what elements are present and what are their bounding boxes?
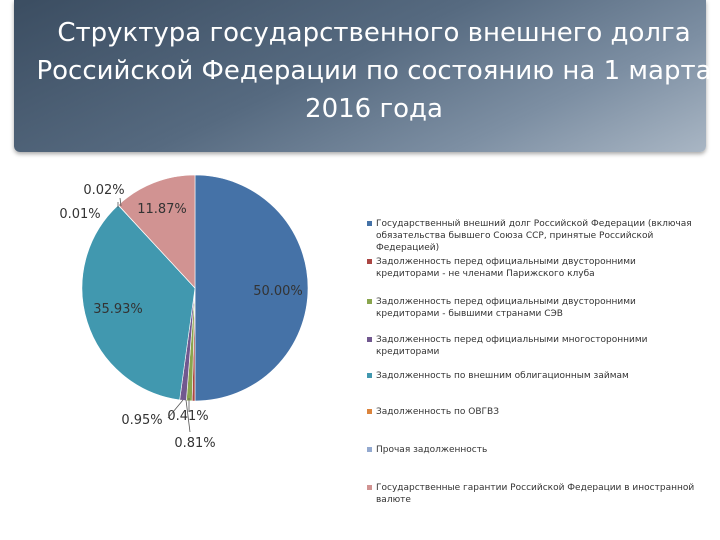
- legend-label: Государственные гарантии Российской Феде…: [376, 483, 695, 505]
- legend-label: Задолженность перед официальными двустор…: [376, 297, 636, 319]
- legend-item-2: Задолженность перед официальными двустор…: [367, 256, 702, 280]
- legend-item-5: Задолженность по внешним облигационным з…: [367, 370, 702, 382]
- legend-item-4: Задолженность перед официальными многост…: [367, 334, 702, 358]
- legend-label: Задолженность перед официальными многост…: [376, 335, 648, 357]
- data-label-6: 0.01%: [59, 207, 100, 222]
- legend-label: Задолженность по ОВГВЗ: [376, 407, 499, 417]
- pie-data-labels: 50.00% 0.41% 0.81% 0.95% 35.93% 0.01% 0.02% 11.…: [59, 183, 302, 451]
- chart-title: Структура государственного внешнего долг…: [36, 18, 712, 124]
- data-label-8: 11.87%: [137, 202, 187, 217]
- legend-item-8: Государственные гарантии Российской Феде…: [367, 482, 702, 506]
- legend-item-6: Задолженность по ОВГВЗ: [367, 406, 702, 418]
- legend-swatch: [367, 259, 372, 264]
- legend-swatch: [367, 447, 372, 452]
- leader-line-7: [119, 197, 122, 207]
- data-label-3: 0.81%: [174, 436, 215, 451]
- legend-swatch: [367, 373, 372, 378]
- legend-label: Задолженность по внешним облигационным з…: [376, 371, 629, 381]
- pie-slice-1: [194, 174, 309, 402]
- data-label-2: 0.41%: [167, 409, 208, 424]
- leader-line-4: [167, 399, 184, 419]
- legend-swatch: [367, 221, 372, 226]
- pie-slice-5: [81, 204, 196, 401]
- legend-item-3: Задолженность перед официальными двустор…: [367, 296, 702, 320]
- legend-item-1: Государственный внешний долг Российской …: [367, 218, 702, 254]
- legend-item-7: Прочая задолженность: [367, 444, 702, 456]
- title-banner: Структура государственного внешнего долг…: [14, 0, 712, 152]
- legend-swatch: [367, 299, 372, 304]
- data-label-7: 0.02%: [83, 183, 124, 198]
- leader-line-3: [185, 399, 191, 433]
- data-label-1: 50.00%: [253, 284, 303, 299]
- legend-swatch: [367, 485, 372, 490]
- data-label-5: 35.93%: [93, 302, 143, 317]
- legend-label: Государственный внешний долг Российской …: [376, 219, 692, 253]
- pie-leader-lines: [117, 197, 191, 433]
- legend-label: Задолженность перед официальными двустор…: [376, 257, 636, 279]
- pie-chart: 50.00% 0.41% 0.81% 0.95% 35.93% 0.01% 0.02% 11.…: [59, 174, 309, 451]
- legend-swatch: [367, 409, 372, 414]
- legend-label: Прочая задолженность: [376, 445, 488, 455]
- legend-swatch: [367, 337, 372, 342]
- data-label-4: 0.95%: [121, 413, 162, 428]
